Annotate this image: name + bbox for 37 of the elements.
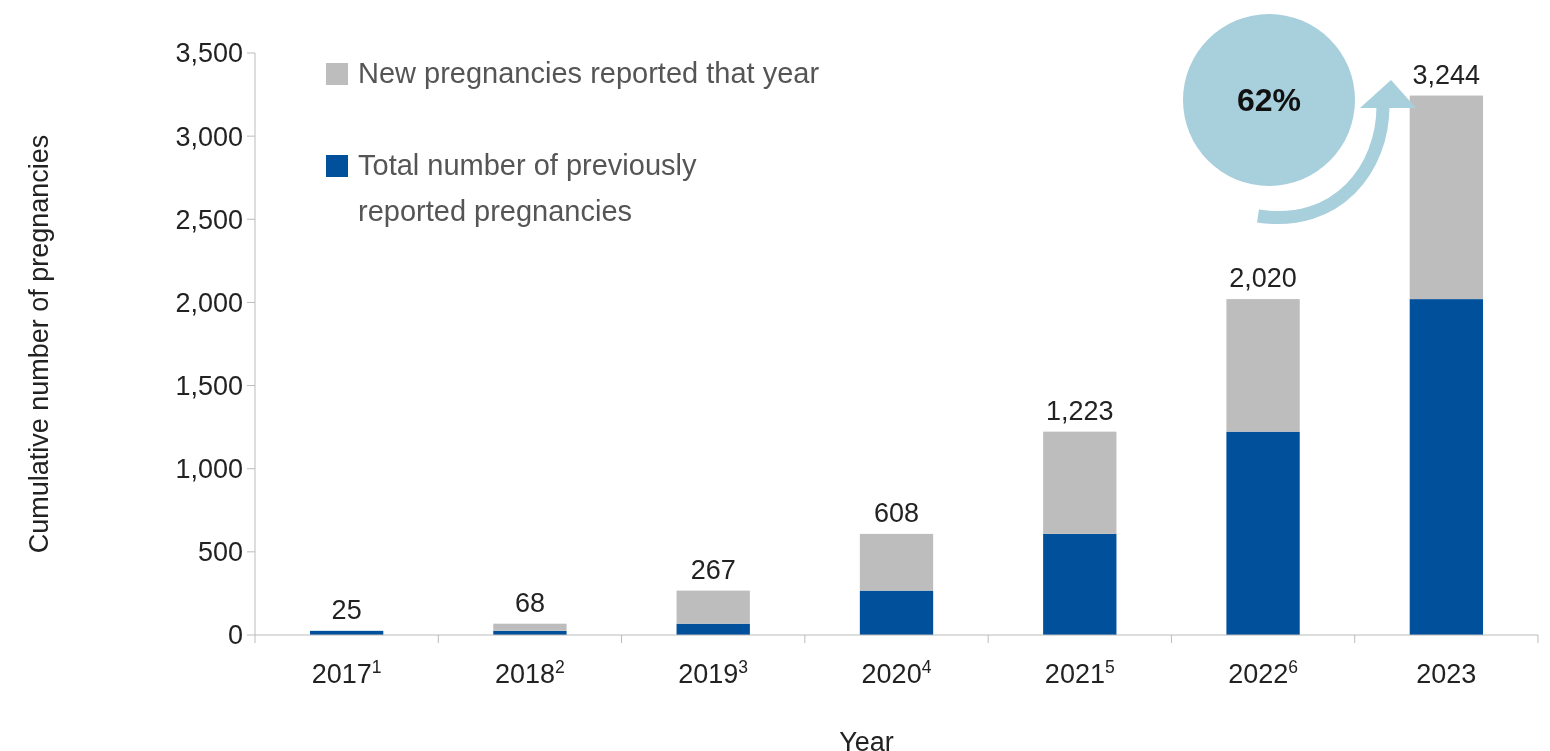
y-tick-label: 1,000 bbox=[175, 454, 243, 485]
y-axis-title: Cumulative number of pregnancies bbox=[24, 134, 54, 554]
y-tick-label: 500 bbox=[197, 537, 243, 568]
y-tick-label: 0 bbox=[227, 620, 243, 651]
bar bbox=[1043, 431, 1117, 534]
x-tick-label: 2021$^{5}$ bbox=[1044, 657, 1115, 689]
x-tick-label: 2022$^{6}$ bbox=[1228, 657, 1298, 689]
x-tick-label: 2023 bbox=[1416, 659, 1477, 689]
bar bbox=[676, 590, 750, 624]
bar bbox=[493, 623, 567, 631]
total-label: 25 bbox=[331, 594, 362, 625]
x-tick-label: 2017$^{1}$ bbox=[311, 657, 382, 689]
x-tick-label: 2019$^{3}$ bbox=[678, 657, 749, 689]
total-label: 1,223 bbox=[1046, 395, 1114, 426]
total-label: 3,244 bbox=[1412, 59, 1481, 90]
bar bbox=[1409, 299, 1484, 635]
x-axis-title: Year bbox=[839, 727, 894, 751]
bar bbox=[859, 590, 934, 635]
x-tick-label: 2020$^{4}$ bbox=[861, 657, 932, 689]
x-tick-label: 2018$^{2}$ bbox=[495, 657, 565, 689]
y-tick-label: 3,000 bbox=[175, 121, 243, 152]
bar bbox=[1226, 431, 1300, 635]
bar bbox=[1226, 299, 1300, 432]
annotation: 62% bbox=[1236, 82, 1302, 119]
total-label: 608 bbox=[873, 497, 920, 528]
legend-label: New pregnancies reported that year bbox=[358, 57, 820, 89]
y-tick-label: 1,500 bbox=[175, 371, 243, 402]
bar bbox=[1043, 533, 1117, 635]
bar bbox=[859, 533, 934, 591]
y-tick-label: 2,500 bbox=[175, 204, 243, 235]
legend-label: Total number of previously reported pregnancies bbox=[358, 149, 697, 227]
y-tick-label: 2,000 bbox=[175, 287, 243, 318]
bar bbox=[1409, 95, 1484, 300]
total-label: 68 bbox=[514, 587, 545, 618]
total-label: 2,020 bbox=[1229, 263, 1297, 294]
y-tick-label: 3,500 bbox=[175, 38, 243, 69]
total-label: 267 bbox=[690, 554, 736, 585]
